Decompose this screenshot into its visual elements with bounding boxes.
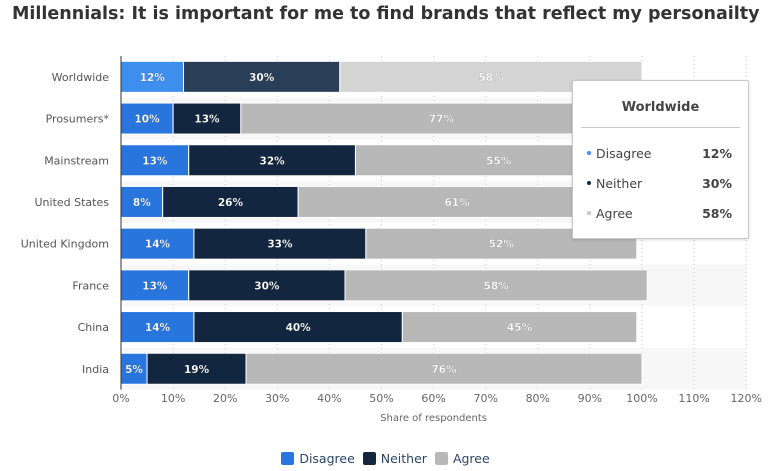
bar-disagree[interactable] [120, 144, 190, 177]
x-tick-label: 40% [317, 392, 341, 405]
data-label: 77% [429, 114, 455, 126]
data-label: 58% [484, 280, 510, 292]
x-tick-label: 60% [421, 392, 445, 405]
category-label: Mainstream [44, 154, 109, 167]
category-label: Prosumers* [46, 113, 110, 126]
data-label: 10% [134, 114, 160, 126]
data-label: 5% [125, 364, 143, 376]
category-label: United States [35, 196, 110, 209]
x-tick-label: 90% [578, 392, 602, 405]
x-tick-label: 20% [213, 392, 237, 405]
data-label: 76% [431, 364, 457, 376]
bar-agree[interactable] [401, 311, 638, 344]
neither-swatch-icon [362, 452, 376, 465]
bar-neither[interactable] [193, 311, 403, 344]
x-tick-label: 0% [112, 392, 129, 405]
agree-dot-icon [587, 211, 591, 215]
neither-dot-icon [587, 181, 591, 185]
x-tick-label: 120% [730, 392, 761, 405]
x-tick-label: 70% [473, 392, 497, 405]
bar-neither[interactable] [188, 269, 346, 302]
agree-swatch-icon [434, 452, 448, 465]
tooltip: Worldwide Disagree 12% Neither 30% Agree… [572, 80, 749, 239]
bar-agree[interactable] [344, 269, 648, 302]
category-label: Worldwide [52, 71, 110, 84]
x-tick-label: 10% [161, 392, 185, 405]
category-label: United Kingdom [21, 238, 109, 251]
legend-label: Agree [452, 451, 490, 466]
x-tick-label: 110% [678, 392, 709, 405]
bar-agree[interactable] [297, 185, 617, 218]
legend: Disagree Neither Agree [0, 451, 771, 466]
bar-disagree[interactable] [120, 269, 190, 302]
tooltip-divider [581, 127, 740, 128]
legend-label: Neither [380, 451, 427, 466]
data-label: 61% [444, 197, 470, 209]
chart-title: Millennials: It is important for me to f… [12, 4, 760, 24]
tooltip-row-neither: Neither 30% [573, 168, 748, 198]
data-label: 8% [133, 197, 151, 209]
bar-neither[interactable] [183, 60, 341, 93]
category-label: India [82, 363, 109, 376]
x-tick-label: 50% [369, 392, 393, 405]
x-tick-label: 30% [265, 392, 289, 405]
tooltip-label: Disagree [596, 145, 652, 161]
bar-disagree[interactable] [120, 311, 195, 344]
data-label: 58% [478, 72, 504, 84]
tooltip-value: 30% [702, 175, 732, 191]
tooltip-row-disagree: Disagree 12% [573, 138, 748, 168]
disagree-swatch-icon [281, 452, 295, 465]
legend-label: Disagree [299, 451, 355, 466]
data-label: 13% [142, 280, 168, 292]
legend-item-agree[interactable]: Agree [434, 451, 490, 466]
tooltip-title: Worldwide [621, 100, 700, 115]
tooltip-row-agree: Agree 58% [573, 198, 748, 228]
tooltip-label: Neither [596, 175, 643, 191]
bar-disagree[interactable] [120, 185, 164, 218]
legend-item-disagree[interactable]: Disagree [281, 451, 355, 466]
data-label: 33% [267, 239, 293, 251]
data-label: 13% [142, 155, 168, 167]
category-label: China [78, 321, 109, 334]
data-label: 45% [507, 322, 533, 334]
bar-neither[interactable] [172, 102, 242, 135]
data-label: 32% [260, 155, 286, 167]
data-label: 26% [218, 197, 244, 209]
data-label: 52% [489, 239, 515, 251]
bar-disagree[interactable] [120, 227, 195, 260]
x-tick-label: 100% [626, 392, 657, 405]
data-label: 14% [145, 239, 171, 251]
bar-disagree[interactable] [120, 102, 174, 135]
bar-agree[interactable] [245, 352, 643, 385]
legend-item-neither[interactable]: Neither [362, 451, 427, 466]
bar-neither[interactable] [188, 144, 356, 177]
x-axis-title: Share of respondents [380, 413, 487, 424]
data-label: 30% [254, 280, 280, 292]
tooltip-label: Agree [596, 205, 633, 221]
data-label: 12% [140, 72, 166, 84]
disagree-dot-icon [587, 151, 591, 155]
data-label: 13% [194, 114, 220, 126]
tooltip-value: 58% [702, 205, 732, 221]
category-label: France [72, 279, 109, 292]
data-label: 55% [486, 155, 512, 167]
bar-neither[interactable] [146, 352, 247, 385]
data-label: 30% [249, 72, 275, 84]
data-label: 40% [286, 322, 312, 334]
data-label: 19% [184, 364, 210, 376]
tooltip-value: 12% [702, 145, 732, 161]
x-tick-label: 80% [526, 392, 550, 405]
data-label: 14% [145, 322, 171, 334]
